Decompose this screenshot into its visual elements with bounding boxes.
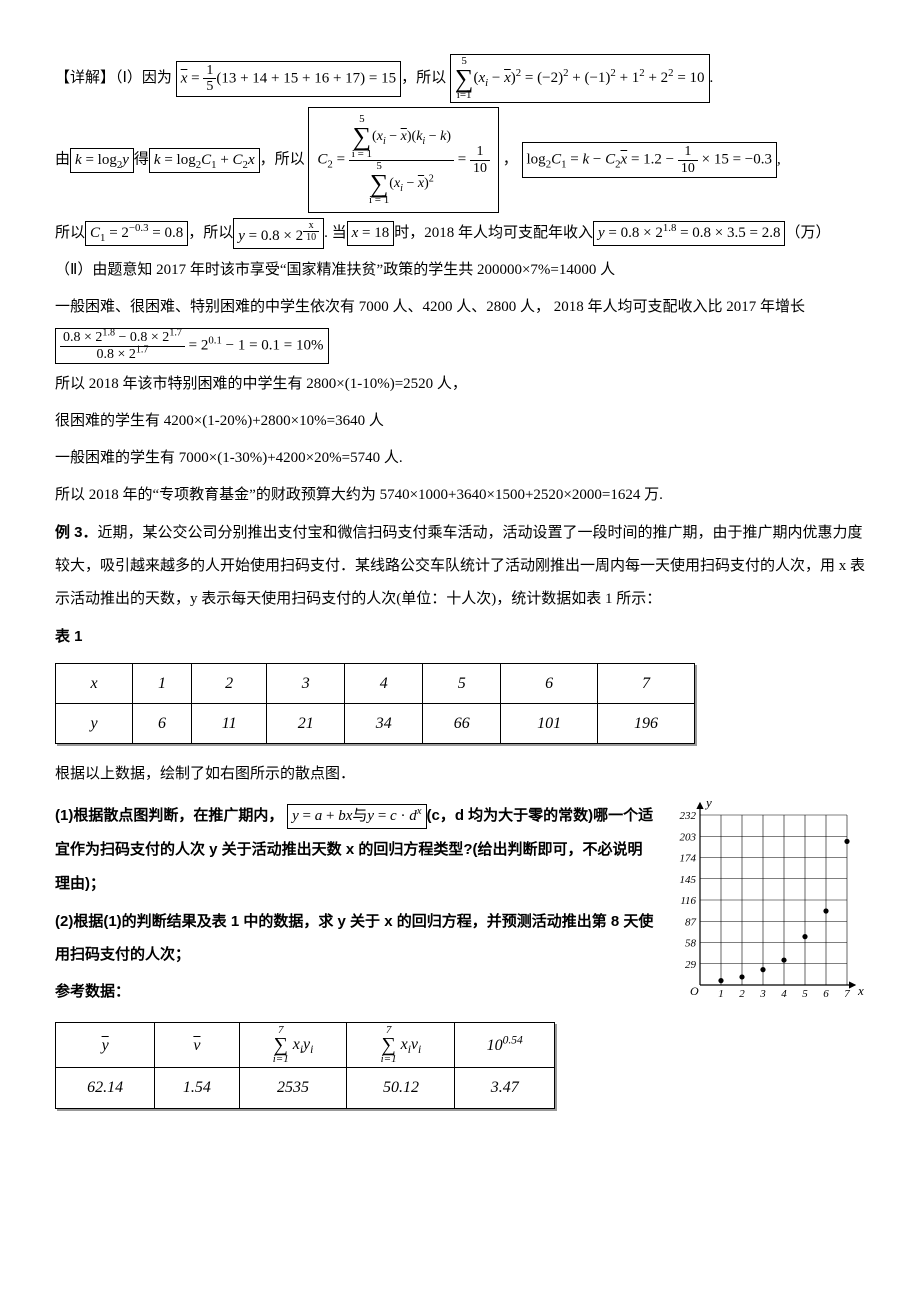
cell: 6 <box>133 704 192 744</box>
solution-line-3: 所以C1 = 2−0.3 = 0.8，所以y = 0.8 × 2x10. 当x … <box>55 217 865 250</box>
svg-text:4: 4 <box>781 988 787 1000</box>
text: （万） <box>785 225 830 241</box>
question-2: (2)根据(1)的判断结果及表 1 中的数据，求 y 关于 x 的回归方程，并预… <box>55 905 656 971</box>
cell: x <box>56 663 133 703</box>
svg-text:145: 145 <box>680 874 697 886</box>
boxed-eq-q1: y = a + bx与y = c · dx <box>287 804 426 829</box>
text: ，所以 <box>260 152 305 168</box>
cell: 4 <box>345 663 423 703</box>
solution-line-6: 所以 2018 年该市特别困难的中学生有 2800×(1-10%)=2520 人… <box>55 368 865 401</box>
cell: 62.14 <box>56 1068 155 1108</box>
cell: 21 <box>267 704 345 744</box>
text: 得 <box>134 152 149 168</box>
svg-text:2: 2 <box>739 988 745 1000</box>
svg-text:29: 29 <box>685 959 697 971</box>
cell: 2 <box>192 663 267 703</box>
text: ，所以 <box>401 70 446 86</box>
cell: 6 <box>501 663 598 703</box>
text: ， <box>503 152 518 168</box>
cell: 50.12 <box>347 1068 455 1108</box>
table1-label: 表 1 <box>55 620 865 653</box>
example-3: 例 3．近期，某公交公司分别推出支付宝和微信扫码支付乘车活动，活动设置了一段时间… <box>55 516 865 616</box>
cell: 7 <box>598 663 695 703</box>
cell: v <box>155 1023 239 1068</box>
paragraph-10: 根据以上数据，绘制了如右图所示的散点图． <box>55 758 865 791</box>
boxed-eq-2: 5∑i=1(xi − x)2 = (−2)2 + (−1)2 + 12 + 22… <box>450 54 710 103</box>
boxed-eq-11-wrap: 0.8 × 21.8 − 0.8 × 21.7 0.8 × 21.7 = 20.… <box>55 328 865 364</box>
cell: y <box>56 1023 155 1068</box>
cell: 3.47 <box>455 1068 555 1108</box>
boxed-eq-3: k = log2y <box>70 148 134 173</box>
cell: 3 <box>267 663 345 703</box>
questions-col: (1)根据散点图判断，在推广期内， y = a + bx与y = c · dx (… <box>55 795 656 1012</box>
cell: 196 <box>598 704 695 744</box>
cell: 34 <box>345 704 423 744</box>
text: 由 <box>55 152 70 168</box>
table-row: y v 7∑i=1 xiyi 7∑i=1 xivi 100.54 <box>56 1023 555 1068</box>
cell: 7∑i=1 xiyi <box>239 1023 347 1068</box>
table-1: x 1 2 3 4 5 6 7 y 6 11 21 34 66 101 196 <box>55 663 695 744</box>
svg-text:6: 6 <box>823 988 829 1000</box>
cell: 7∑i=1 xivi <box>347 1023 455 1068</box>
boxed-eq-5: C2 = 5∑i = 1(xi − x)(ki − k) 5∑i = 1(xi … <box>308 107 499 213</box>
boxed-eq-10: y = 0.8 × 21.8 = 0.8 × 3.5 = 2.8 <box>593 221 785 246</box>
table-row: y 6 11 21 34 66 101 196 <box>56 704 695 744</box>
boxed-eq-7: C1 = 2−0.3 = 0.8 <box>85 221 188 246</box>
text: . <box>710 70 714 86</box>
svg-text:232: 232 <box>680 810 697 822</box>
svg-text:x: x <box>857 983 864 998</box>
ref-data-label: 参考数据： <box>55 975 656 1008</box>
solution-line-8: 一般困难的学生有 7000×(1-30%)+4200×20%=5740 人. <box>55 442 865 475</box>
solution-line-4: （Ⅱ）由题意知 2017 年时该市享受“国家精准扶贫”政策的学生共 200000… <box>55 254 865 287</box>
cell: 5 <box>423 663 501 703</box>
text: ，所以 <box>188 225 233 241</box>
cell: 100.54 <box>455 1023 555 1068</box>
svg-text:174: 174 <box>680 853 697 865</box>
solution-line-9: 所以 2018 年的“专项教育基金”的财政预算大约为 5740×1000+364… <box>55 479 865 512</box>
solution-line-2: 由k = log2y得k = log2C1 + C2x，所以 C2 = 5∑i … <box>55 107 865 213</box>
text: . 当 <box>324 225 347 241</box>
table-2: y v 7∑i=1 xiyi 7∑i=1 xivi 100.54 62.14 1… <box>55 1022 555 1108</box>
text: 所以 <box>55 225 85 241</box>
svg-text:203: 203 <box>680 832 697 844</box>
scatter-plot: x y O 29 58 87 116 145 174 203 232 1 2 3 4 5 6 7 <box>670 795 865 1005</box>
solution-line-5: 一般困难、很困难、特别困难的中学生依次有 7000 人、4200 人、2800 … <box>55 291 865 324</box>
svg-text:y: y <box>704 795 712 810</box>
cell: 2535 <box>239 1068 347 1108</box>
table-row: x 1 2 3 4 5 6 7 <box>56 663 695 703</box>
table-row: 62.14 1.54 2535 50.12 3.47 <box>56 1068 555 1108</box>
cell: 11 <box>192 704 267 744</box>
solution-line-7: 很困难的学生有 4200×(1-20%)+2800×10%=3640 人 <box>55 405 865 438</box>
svg-text:O: O <box>690 984 699 998</box>
cell: 1 <box>133 663 192 703</box>
scatter-svg: x y O 29 58 87 116 145 174 203 232 1 2 3 4 5 6 7 <box>670 795 865 1005</box>
boxed-eq-9: x = 18 <box>347 221 395 246</box>
boxed-eq-11: 0.8 × 21.8 − 0.8 × 21.7 0.8 × 21.7 = 20.… <box>55 328 329 364</box>
cell: 101 <box>501 704 598 744</box>
svg-text:5: 5 <box>802 988 808 1000</box>
svg-text:116: 116 <box>680 895 696 907</box>
text: 【详解】（Ⅰ）因为 <box>55 70 172 86</box>
svg-text:3: 3 <box>759 988 766 1000</box>
text: , <box>777 152 781 168</box>
boxed-eq-8: y = 0.8 × 2x10 <box>233 218 324 249</box>
example-3-label: 例 3． <box>55 524 98 541</box>
svg-text:58: 58 <box>685 938 697 950</box>
cell: y <box>56 704 133 744</box>
svg-text:7: 7 <box>844 988 850 1000</box>
solution-line-1: 【详解】（Ⅰ）因为 x = 15(13 + 14 + 15 + 16 + 17)… <box>55 54 865 103</box>
question-1: (1)根据散点图判断，在推广期内， y = a + bx与y = c · dx(… <box>55 799 656 901</box>
q1-lead: (1)根据散点图判断，在推广期内， <box>55 807 283 824</box>
boxed-eq-4: k = log2C1 + C2x <box>149 148 260 173</box>
boxed-eq-1: x = 15(13 + 14 + 15 + 16 + 17) = 15 <box>176 61 401 97</box>
example-3-text: 近期，某公交公司分别推出支付宝和微信扫码支付乘车活动，活动设置了一段时间的推广期… <box>55 525 865 607</box>
text: 时，2018 年人均可支配年收入 <box>394 225 593 241</box>
cell: 66 <box>423 704 501 744</box>
svg-text:87: 87 <box>685 917 697 929</box>
svg-text:1: 1 <box>718 988 724 1000</box>
boxed-eq-6: log2C1 = k − C2x = 1.2 − 110 × 15 = −0.3 <box>522 142 778 178</box>
cell: 1.54 <box>155 1068 239 1108</box>
question-and-plot-row: (1)根据散点图判断，在推广期内， y = a + bx与y = c · dx (… <box>55 795 865 1012</box>
